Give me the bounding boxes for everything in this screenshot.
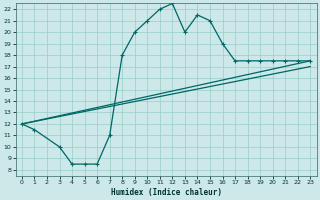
X-axis label: Humidex (Indice chaleur): Humidex (Indice chaleur) bbox=[111, 188, 221, 197]
